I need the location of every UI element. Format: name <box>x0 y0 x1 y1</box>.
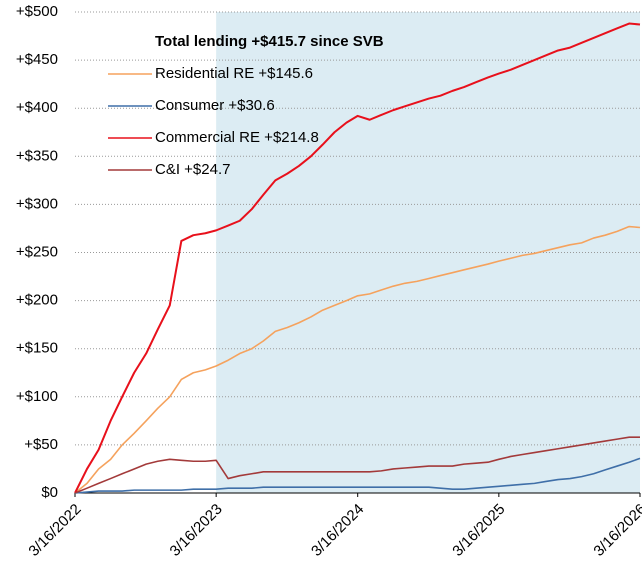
y-tick-label: +$200 <box>16 292 58 309</box>
series-line <box>74 436 640 494</box>
legend-label: Consumer +$30.6 <box>155 97 275 114</box>
y-tick-label: +$150 <box>16 340 58 357</box>
y-tick-label: +$50 <box>24 436 58 453</box>
y-tick-label: +$450 <box>16 51 58 68</box>
series-line <box>74 22 641 494</box>
y-tick-label: $0 <box>41 484 58 501</box>
x-tick-label: 3/16/2024 <box>308 501 367 560</box>
legend-label: Residential RE +$145.6 <box>155 65 313 82</box>
y-tick-label: +$500 <box>16 3 58 20</box>
y-tick-label: +$400 <box>16 99 58 116</box>
y-tick-label: +$350 <box>16 147 58 164</box>
legend-label: Commercial RE +$214.8 <box>155 129 319 146</box>
x-tick-label: 3/16/2026 <box>590 501 642 560</box>
shaded-region <box>216 12 640 493</box>
x-tick-label: 3/16/2023 <box>167 501 226 560</box>
y-tick-label: +$100 <box>16 388 58 405</box>
series-line <box>74 225 641 494</box>
legend-title: Total lending +$415.7 since SVB <box>155 33 384 50</box>
series-line <box>74 457 641 494</box>
y-tick-label: +$300 <box>16 195 58 212</box>
x-tick-label: 3/16/2022 <box>25 501 84 560</box>
legend-label: C&I +$24.7 <box>155 161 230 178</box>
y-tick-label: +$250 <box>16 243 58 260</box>
x-tick-label: 3/16/2025 <box>449 501 508 560</box>
